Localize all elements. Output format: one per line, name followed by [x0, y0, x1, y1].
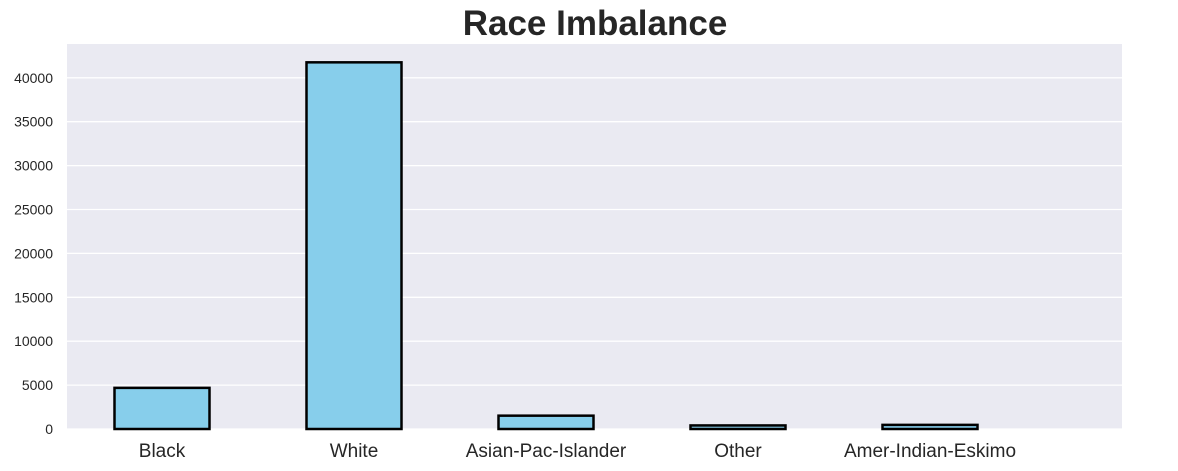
y-tick-label: 40000 [14, 70, 53, 86]
grid-lines [67, 77, 1122, 430]
x-tick-label: Other [714, 441, 762, 462]
x-axis-ticks: Black White Asian-Pac-Islander Other Amer-In… [139, 441, 1016, 462]
y-tick-label: 10000 [14, 333, 53, 349]
chart-title: Race Imbalance [462, 4, 728, 43]
y-tick-label: 30000 [14, 158, 53, 174]
bar-other [689, 424, 787, 431]
y-tick-label: 15000 [14, 289, 53, 305]
x-tick-label: Asian-Pac-Islander [466, 441, 627, 462]
y-tick-label: 35000 [14, 114, 53, 130]
bar-white [305, 61, 403, 431]
plot-area [67, 44, 1122, 429]
bars [113, 61, 979, 431]
bar-amer-indian-eskimo [881, 423, 979, 431]
x-tick-label: White [330, 441, 379, 462]
y-tick-label: 5000 [22, 377, 53, 393]
bar-asian-pac-islander [497, 414, 595, 431]
bar-black [113, 386, 211, 431]
x-tick-label: Amer-Indian-Eskimo [844, 441, 1016, 462]
x-tick-label: Black [139, 441, 186, 462]
y-tick-label: 20000 [14, 245, 53, 261]
y-tick-label: 25000 [14, 202, 53, 218]
y-axis-ticks: 0 5000 10000 15000 20000 25000 30000 35000 40000 [14, 70, 53, 437]
y-tick-label: 0 [45, 421, 53, 437]
